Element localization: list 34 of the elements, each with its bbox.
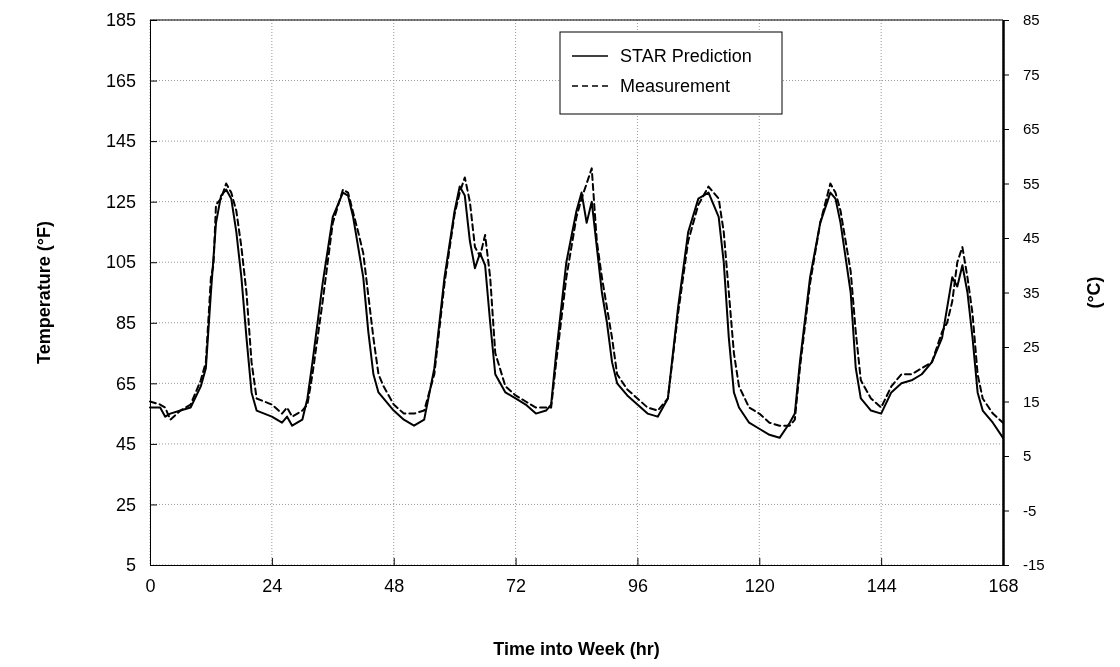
y-tick-label: 185 — [105, 10, 136, 31]
y-tick-label: 85 — [115, 313, 136, 334]
x-tick-label: 120 — [744, 575, 775, 596]
legend-label: STAR Prediction — [620, 46, 752, 66]
y-tick-label: 105 — [105, 252, 136, 273]
y2-tick-label: -15 — [1023, 556, 1045, 574]
x-tick-label: 168 — [988, 575, 1019, 596]
y-tick-label: 25 — [115, 494, 136, 515]
y-tick-label: 145 — [105, 131, 136, 152]
y2-axis-title: (°C) — [1084, 276, 1104, 309]
y-tick-label: 5 — [125, 555, 136, 576]
y2-tick-label: -5 — [1023, 501, 1037, 519]
y2-tick-label: 35 — [1023, 283, 1040, 301]
y2-tick-label: 25 — [1023, 338, 1040, 356]
x-tick-label: 24 — [262, 575, 283, 596]
x-tick-label: 96 — [627, 575, 648, 596]
y2-tick-label: 65 — [1023, 120, 1040, 138]
y-tick-label: 65 — [115, 373, 136, 394]
x-tick-label: 0 — [145, 575, 156, 596]
y2-tick-label: 75 — [1023, 65, 1040, 83]
y-tick-label: 45 — [115, 434, 136, 455]
x-tick-label: 144 — [866, 575, 897, 596]
y2-tick-label: 15 — [1023, 392, 1040, 410]
y2-tick-label: 45 — [1023, 229, 1040, 247]
x-tick-label: 72 — [506, 575, 527, 596]
y-tick-label: 125 — [105, 191, 136, 212]
y-axis-title: Temperature (°F) — [34, 221, 54, 364]
x-tick-label: 48 — [384, 575, 405, 596]
x-axis-title: Time into Week (hr) — [493, 639, 660, 659]
y2-tick-label: 85 — [1023, 11, 1040, 29]
y-tick-label: 165 — [105, 70, 136, 91]
y2-tick-label: 55 — [1023, 174, 1040, 192]
y2-tick-label: 5 — [1023, 447, 1032, 465]
legend-label: Measurement — [620, 76, 731, 96]
